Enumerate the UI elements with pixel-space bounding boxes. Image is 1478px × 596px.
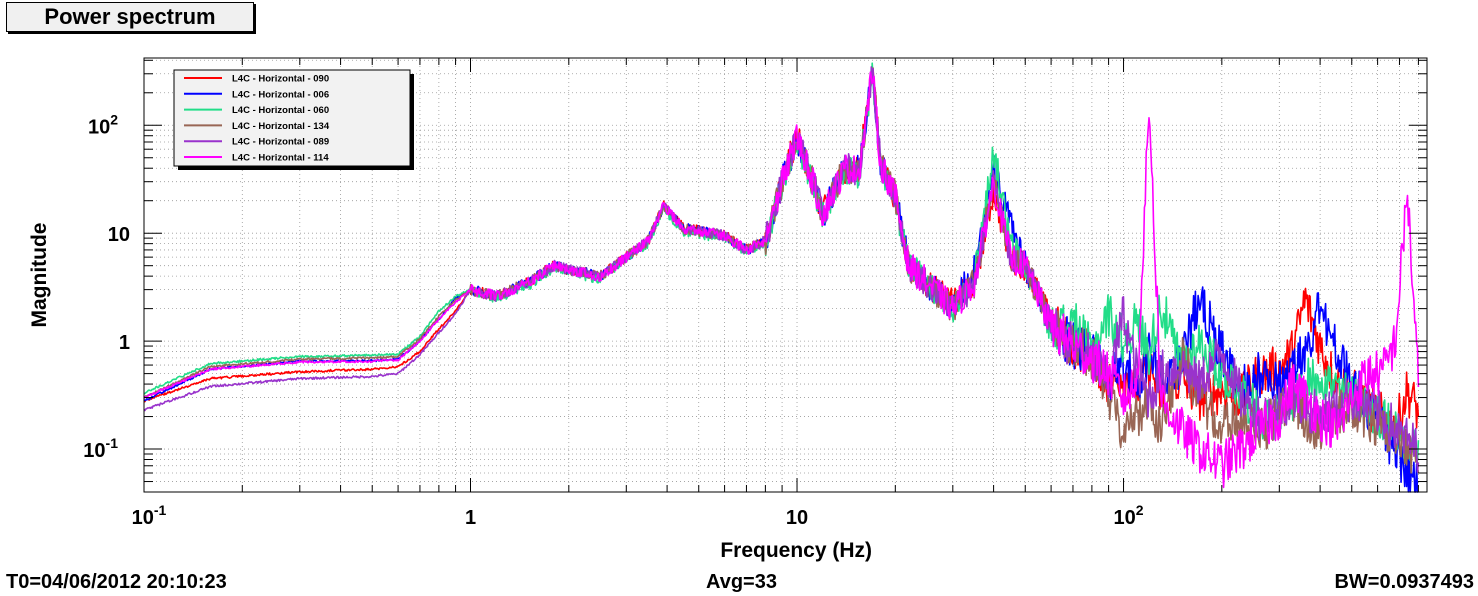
series-line-4: [143, 67, 1420, 474]
axis-ticks: [143, 58, 1427, 493]
series-line-6: [143, 71, 1420, 489]
legend-label: L4C - Horizontal - 090: [232, 74, 329, 85]
legend-box: [173, 69, 411, 167]
chart-title: Power spectrum: [44, 4, 216, 29]
y-axis-title: Magnitude: [28, 223, 51, 328]
footer-bandwidth: BW=0.0937493: [1334, 571, 1474, 593]
plot-frame: [143, 57, 1428, 493]
x-tick-label: 1: [465, 507, 476, 529]
x-axis-title: Frequency (Hz): [720, 539, 872, 562]
series-line-5: [143, 66, 1420, 473]
legend: L4C - Horizontal - 090 L4C - Horizontal -…: [173, 69, 414, 170]
legend-label: L4C - Horizontal - 134: [232, 121, 330, 132]
x-tick-label: 10-1: [132, 502, 167, 529]
y-tick-label: 10: [108, 224, 130, 246]
legend-label: L4C - Horizontal - 060: [232, 105, 329, 116]
x-tick-label: 10: [786, 507, 808, 529]
legend-label: L4C - Horizontal - 089: [232, 137, 329, 148]
y-tick-label: 102: [88, 111, 118, 138]
chart-title-box: Power spectrum: [6, 2, 254, 32]
legend-label: L4C - Horizontal - 006: [232, 89, 329, 100]
y-tick-label: 1: [119, 332, 130, 354]
footer-start-time: T0=04/06/2012 20:10:23: [6, 571, 227, 593]
footer-average-count: Avg=33: [706, 571, 777, 593]
x-tick-label: 102: [1114, 502, 1144, 529]
legend-label: L4C - Horizontal - 114: [232, 153, 329, 164]
y-tick-label: 10-1: [83, 435, 118, 462]
